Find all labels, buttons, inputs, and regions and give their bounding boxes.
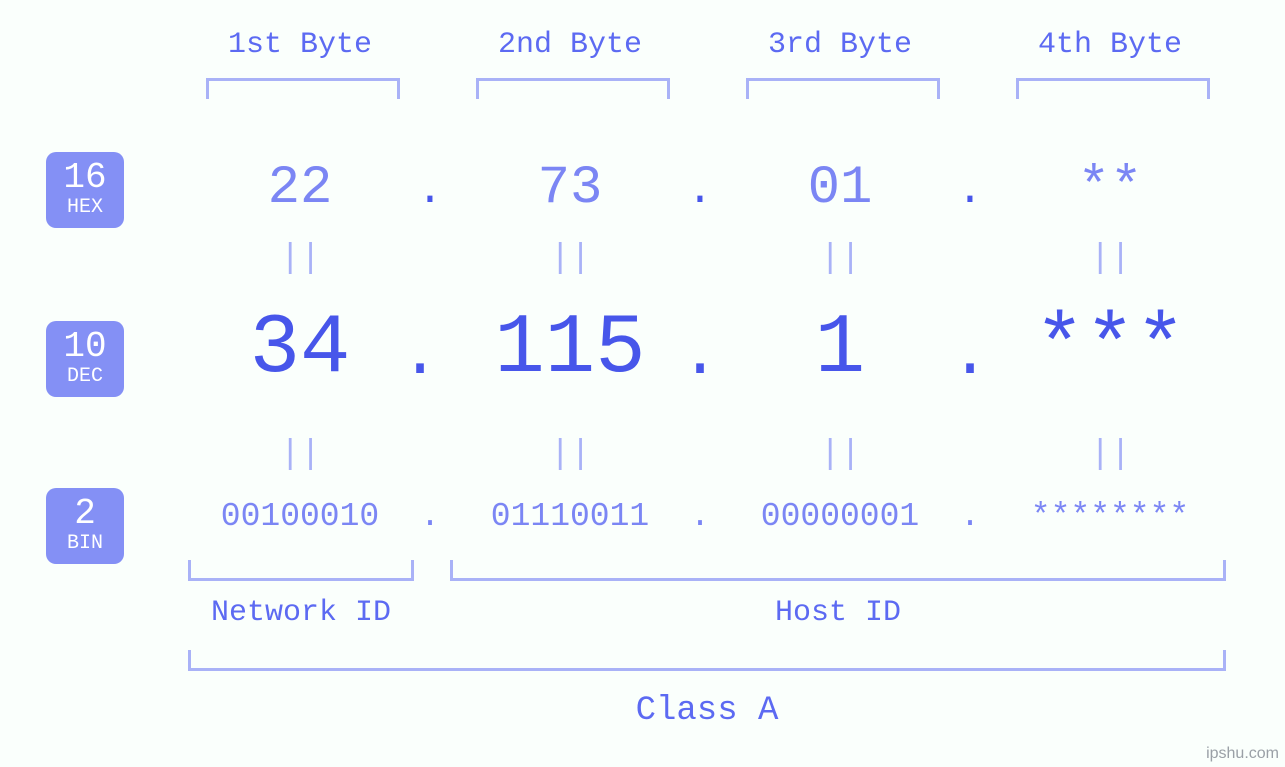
host-id-label: Host ID (450, 596, 1226, 630)
hex-dot-1: . (410, 166, 450, 216)
byte-header-3: 3rd Byte (750, 28, 930, 62)
badge-dec-label: DEC (46, 367, 124, 387)
dec-byte-2: 115 (460, 302, 680, 397)
bin-byte-1: 00100010 (180, 498, 420, 535)
badge-hex-num: 16 (46, 160, 124, 196)
bin-dot-1: . (415, 498, 445, 535)
network-id-label: Network ID (188, 596, 414, 630)
hex-dot-3: . (950, 166, 990, 216)
top-bracket-3 (746, 78, 940, 99)
badge-dec: 10 DEC (46, 321, 124, 397)
dec-byte-4: *** (1000, 302, 1220, 397)
equals-1-2: || (550, 240, 590, 278)
host-id-bracket (450, 560, 1226, 581)
bin-byte-2: 01110011 (450, 498, 690, 535)
hex-byte-1: 22 (200, 158, 400, 219)
top-bracket-2 (476, 78, 670, 99)
hex-byte-4: ** (1010, 158, 1210, 219)
badge-bin-num: 2 (46, 496, 124, 532)
badge-hex-label: HEX (46, 198, 124, 218)
hex-byte-2: 73 (470, 158, 670, 219)
equals-2-1: || (280, 436, 320, 474)
badge-hex: 16 HEX (46, 152, 124, 228)
bin-byte-4: ******** (990, 498, 1230, 535)
dec-dot-1: . (400, 318, 440, 393)
top-bracket-1 (206, 78, 400, 99)
ip-diagram: { "type": "infographic", "background_col… (0, 0, 1285, 767)
byte-header-1: 1st Byte (210, 28, 390, 62)
equals-1-4: || (1090, 240, 1130, 278)
class-label: Class A (188, 692, 1226, 730)
equals-1-1: || (280, 240, 320, 278)
dec-byte-3: 1 (730, 302, 950, 397)
bin-byte-3: 00000001 (720, 498, 960, 535)
network-id-bracket (188, 560, 414, 581)
top-bracket-4 (1016, 78, 1210, 99)
watermark: ipshu.com (1206, 745, 1279, 763)
equals-2-2: || (550, 436, 590, 474)
class-bracket (188, 650, 1226, 671)
byte-header-2: 2nd Byte (480, 28, 660, 62)
badge-bin-label: BIN (46, 534, 124, 554)
badge-dec-num: 10 (46, 329, 124, 365)
hex-byte-3: 01 (740, 158, 940, 219)
equals-2-3: || (820, 436, 860, 474)
byte-header-4: 4th Byte (1020, 28, 1200, 62)
dec-byte-1: 34 (190, 302, 410, 397)
hex-dot-2: . (680, 166, 720, 216)
equals-2-4: || (1090, 436, 1130, 474)
dec-dot-2: . (680, 318, 720, 393)
bin-dot-3: . (955, 498, 985, 535)
badge-bin: 2 BIN (46, 488, 124, 564)
bin-dot-2: . (685, 498, 715, 535)
dec-dot-3: . (950, 318, 990, 393)
equals-1-3: || (820, 240, 860, 278)
